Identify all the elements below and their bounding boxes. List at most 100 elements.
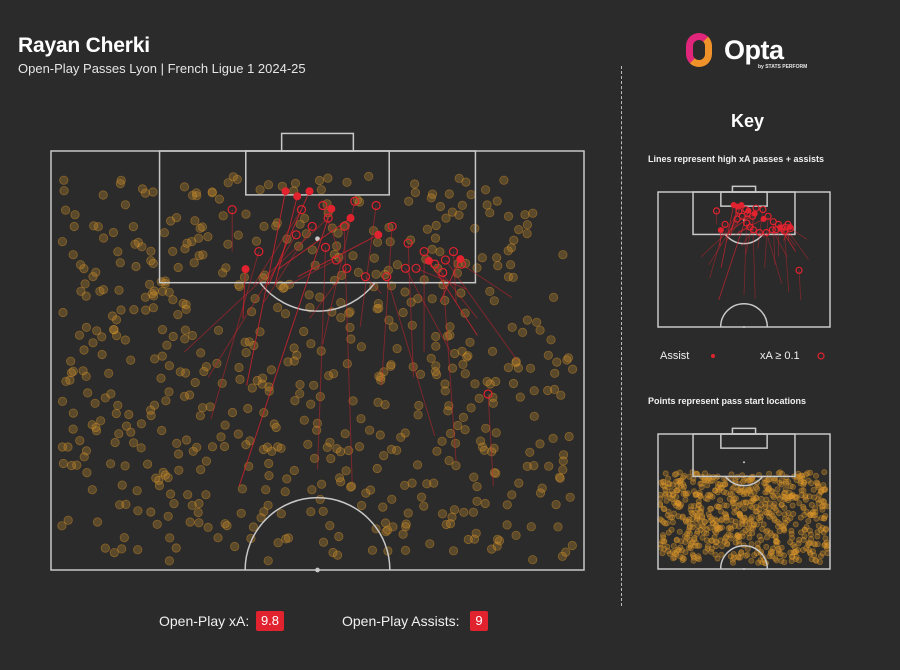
key2-pass-start-point [679,513,686,520]
main-pass-start-point [160,470,170,480]
key2-pass-start-point [742,527,749,534]
key2-pass-start-point [807,531,814,538]
key2-pass-start-point [689,510,696,517]
main-assist-pass-line [268,191,310,286]
main-pass-start-point [392,445,402,455]
key2-pass-start-point [800,547,807,554]
main-pass-start-point [369,253,379,263]
main-pass-start-point [156,277,166,287]
key2-pass-start-point [808,480,815,487]
key2-pass-start-point [797,480,804,487]
main-pass-start-point [289,465,299,476]
key2-pass-start-point [704,482,711,489]
section-divider [621,66,622,606]
key2-pass-start-point [746,488,753,495]
main-pass-start-point [241,209,251,219]
key2-pass-start-point [800,536,807,543]
key2-pass-start-point [810,508,817,515]
key2-pass-start-point [671,554,678,561]
key2-pass-start-point [796,473,803,480]
main-pass-start-point [292,350,302,360]
main-xa-pass-line [317,247,326,470]
key2-pass-start-point [660,534,667,541]
main-pass-start-point [110,437,120,448]
key2-pass-start-point [803,508,810,515]
key2-pass-start-point [773,507,780,514]
main-pass-start-point [148,303,158,313]
key2-pass-start-point [693,491,700,498]
key2-centre-circle [719,545,769,570]
main-pass-start-point [263,180,274,190]
key2-pass-start-point [723,513,730,520]
main-xa-pass-end-marker [318,200,328,211]
key2-pass-start-point [736,533,743,540]
player-title: Rayan Cherki [18,34,150,57]
main-pass-start-point [543,350,553,360]
main-pass-start-point [336,270,347,280]
key2-pass-start-point [821,515,828,522]
main-pass-start-point [318,537,329,547]
main-pass-start-point [460,369,470,379]
key2-pass-start-point [810,548,817,555]
key2-pass-start-point [714,484,721,491]
key2-pass-start-point [670,555,677,562]
key2-pass-start-point [818,497,825,504]
main-pass-start-point [144,279,155,289]
key2-pass-start-point [707,477,714,484]
main-pass-start-point [487,346,498,356]
key2-pass-start-point [782,519,789,526]
main-pass-start-point [124,409,134,420]
main-pass-start-point [416,492,427,502]
key1-xa-pass-end-marker [738,212,746,220]
main-assist-end-marker [456,255,465,264]
key2-pass-start-point [698,480,705,487]
key2-pass-start-point [802,494,809,501]
key2-pass-start-point [749,514,756,521]
key2-pass-start-point [741,489,748,496]
main-xa-pass-end-marker [323,213,333,223]
main-pass-start-point [410,188,420,198]
key2-pass-start-point [808,501,815,508]
main-pass-start-point [263,500,273,510]
key2-pass-start-point [729,497,736,504]
key2-pass-start-point [747,502,754,509]
main-pass-start-point [435,201,445,212]
key2-pass-start-point [782,486,789,493]
key2-pass-start-point [822,486,829,493]
main-pass-start-point [376,375,386,385]
main-pass-start-point [148,187,158,197]
key2-pass-start-point [701,529,708,536]
main-pass-start-point [514,478,524,488]
key2-pass-start-point [747,516,754,523]
main-xa-pass-end-marker [320,242,331,252]
main-pass-start-point [502,500,512,510]
main-pass-start-point [332,241,342,251]
key2-pass-start-point [824,545,831,552]
key2-pass-start-point [767,500,774,507]
key2-pass-start-point [781,559,788,566]
main-pass-start-point [553,522,563,532]
main-pass-start-point [332,443,342,454]
key2-pass-start-point [660,519,667,526]
main-pass-start-point [57,521,67,531]
main-pass-start-point [562,355,572,365]
key2-pass-start-point [753,484,760,491]
key2-pass-start-point [748,485,755,492]
key2-pass-start-point [801,511,808,518]
main-xa-pass-end-marker [387,221,397,232]
main-pass-start-point [98,284,109,295]
main-xa-pass-end-marker [483,389,493,399]
key2-pass-start-point [723,489,730,496]
main-xa-pass-line [309,268,348,319]
key2-pass-start-point [800,481,807,488]
key1-xa-pass-line [784,231,790,292]
key2-pass-start-point [780,522,787,529]
key2-pass-start-point [711,534,718,541]
key2-pass-start-point [814,529,821,536]
main-pass-start-point [470,379,480,389]
key2-pass-start-point [789,535,796,542]
key2-pass-start-point [801,533,808,540]
main-pass-start-point [91,426,102,436]
main-pass-start-point [132,486,142,496]
key2-pass-start-point [809,510,816,517]
